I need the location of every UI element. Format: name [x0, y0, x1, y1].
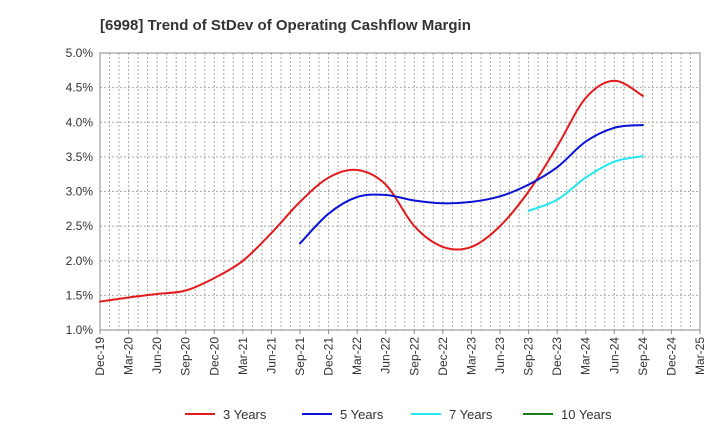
series-line-3-years — [99, 79, 644, 303]
x-tick-label: Dec-19 — [93, 337, 107, 376]
x-tick-label: Mar-24 — [579, 337, 593, 375]
x-tick-label: Jun-20 — [150, 337, 164, 374]
legend-label: 5 Years — [340, 407, 384, 422]
x-tick-label: Sep-22 — [407, 337, 421, 376]
series-line-7-years — [527, 155, 644, 212]
legend: 3 Years 5 Years 7 Years 10 Years — [185, 407, 612, 422]
x-tick-label: Mar-23 — [464, 337, 478, 375]
chart-title: [6998] Trend of StDev of Operating Cashf… — [100, 17, 471, 34]
legend-item-3-years: 3 Years — [185, 407, 267, 422]
x-tick-label: Jun-22 — [379, 337, 393, 374]
y-tick-label: 4.0% — [66, 115, 94, 129]
y-tick-label: 4.5% — [66, 81, 94, 95]
plot-frame — [99, 52, 701, 331]
y-tick-label: 1.0% — [66, 323, 94, 337]
x-tick-label: Mar-22 — [350, 337, 364, 375]
legend-item-7-years: 7 Years — [411, 407, 493, 422]
x-tick-label: Mar-20 — [122, 337, 136, 375]
y-tick-label: 2.0% — [66, 254, 94, 268]
x-tick-label: Mar-25 — [693, 337, 707, 375]
x-tick-label: Dec-23 — [550, 337, 564, 376]
x-tick-label: Sep-23 — [522, 337, 536, 376]
legend-item-5-years: 5 Years — [302, 407, 384, 422]
series-line-5-years — [299, 124, 644, 245]
x-tick-label: Sep-24 — [636, 337, 650, 376]
x-tick-label: Mar-21 — [236, 337, 250, 375]
y-tick-label: 2.5% — [66, 219, 94, 233]
series-group — [99, 79, 644, 303]
x-tick-label: Jun-21 — [264, 337, 278, 374]
y-tick-label: 3.0% — [66, 185, 94, 199]
legend-label: 7 Years — [449, 407, 493, 422]
y-tick-label: 3.5% — [66, 150, 94, 164]
x-tick-label: Dec-20 — [207, 337, 221, 376]
x-tick-label: Sep-21 — [293, 337, 307, 376]
x-tick-label: Dec-24 — [664, 337, 678, 376]
y-tick-label: 5.0% — [66, 46, 94, 60]
legend-label: 3 Years — [223, 407, 267, 422]
x-tick-label: Dec-21 — [322, 337, 336, 376]
x-tick-label: Sep-20 — [179, 337, 193, 376]
x-tick-label: Jun-23 — [493, 337, 507, 374]
legend-label: 10 Years — [561, 407, 612, 422]
legend-item-10-years: 10 Years — [523, 407, 612, 422]
x-tick-label: Jun-24 — [607, 337, 621, 374]
x-tick-label: Dec-22 — [436, 337, 450, 376]
y-tick-label: 1.5% — [66, 288, 94, 302]
axes: 1.0% 1.5% 2.0% 2.5% 3.0% 3.5% 4.0% 4.5% 5.0% Dec-… — [66, 46, 707, 376]
